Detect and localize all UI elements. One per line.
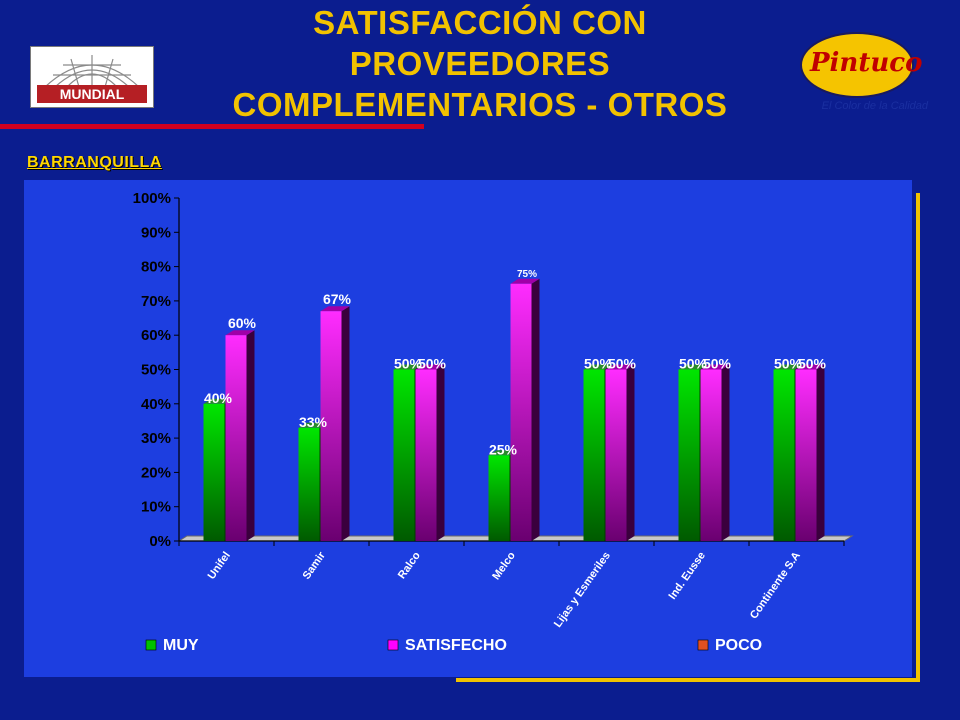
bar-satisfecho [700, 364, 730, 541]
data-label-muy: 50% [394, 356, 423, 372]
data-label-satisfecho: 50% [798, 356, 827, 372]
data-label-satisfecho: 60% [228, 315, 257, 331]
pintuco-oval: Pintuco [800, 32, 923, 98]
mundial-logo: MUNDIAL [30, 46, 154, 108]
panel-frame-right [916, 193, 920, 681]
title-line-1: SATISFACCIÓN CON [313, 4, 647, 41]
legend-label-satisfecho: SATISFECHO [405, 637, 507, 654]
y-tick-label: 60% [141, 327, 171, 344]
bar-satisfecho [605, 364, 635, 541]
y-tick-label: 70% [141, 293, 171, 310]
panel-frame-bottom [456, 678, 920, 682]
y-tick-label: 30% [141, 430, 171, 447]
legend-label-muy: MUY [163, 637, 199, 654]
y-tick-label: 0% [149, 533, 171, 550]
bar-chart: 0% 10% 20% 30% 40% 50% 60% 70% 80% 90% 100% 40% 60% U… [133, 190, 854, 654]
data-label-satisfecho: 50% [703, 356, 732, 372]
data-label-muy: 33% [299, 414, 328, 430]
category-label: Melco [490, 550, 518, 583]
pintuco-logo-text: Pintuco [810, 48, 923, 78]
title-line-3: COMPLEMENTARIOS - OTROS [232, 86, 728, 123]
chart-panel: 0% 10% 20% 30% 40% 50% 60% 70% 80% 90% 100% 40% 60% U… [24, 180, 912, 677]
bar-satisfecho [795, 364, 825, 541]
globe-icon [44, 55, 140, 88]
city-subtitle: BARRANQUILLA [27, 154, 162, 171]
bar-satisfecho [320, 306, 350, 541]
data-label-muy: 50% [774, 356, 803, 372]
title-line-2: PROVEEDORES [349, 45, 611, 82]
data-label-muy: 50% [679, 356, 708, 372]
pintuco-logo: Pintuco El Color de la Calidad [800, 32, 928, 116]
bar-satisfecho [225, 330, 255, 541]
mundial-logo-text: MUNDIAL [37, 85, 147, 103]
legend-swatch-poco [697, 639, 709, 651]
legend-swatch-satisfecho [387, 639, 399, 651]
pintuco-tagline: El Color de la Calidad [821, 100, 928, 112]
y-tick-label: 10% [141, 499, 171, 516]
category-label: Continente S.A [748, 550, 803, 622]
red-divider [0, 124, 424, 129]
bar-satisfecho [510, 278, 540, 541]
data-label-muy: 25% [489, 441, 518, 457]
y-tick-label: 50% [141, 362, 171, 379]
category-label: Ralco [396, 550, 423, 582]
data-label-satisfecho: 50% [418, 356, 447, 372]
data-label-satisfecho: 75% [517, 269, 537, 280]
data-label-muy: 50% [584, 356, 613, 372]
category-label: Lijas y Esmeriles [552, 550, 613, 630]
y-tick-label: 90% [141, 224, 171, 241]
y-tick-label: 100% [133, 190, 171, 207]
data-label-muy: 40% [204, 390, 233, 406]
category-label: Ind. Eusse [667, 550, 708, 602]
data-label-satisfecho: 67% [323, 291, 352, 307]
category-label: Samir [301, 549, 329, 582]
bar-satisfecho [415, 364, 445, 541]
legend-label-poco: POCO [715, 637, 762, 654]
category-label: Unifel [206, 550, 233, 582]
y-tick-label: 40% [141, 396, 171, 413]
data-label-satisfecho: 50% [608, 356, 637, 372]
slide-title: SATISFACCIÓN CON PROVEEDORES COMPLEMENTA… [180, 2, 780, 125]
legend-swatch-muy [145, 639, 157, 651]
y-tick-label: 80% [141, 259, 171, 276]
y-tick-label: 20% [141, 464, 171, 481]
